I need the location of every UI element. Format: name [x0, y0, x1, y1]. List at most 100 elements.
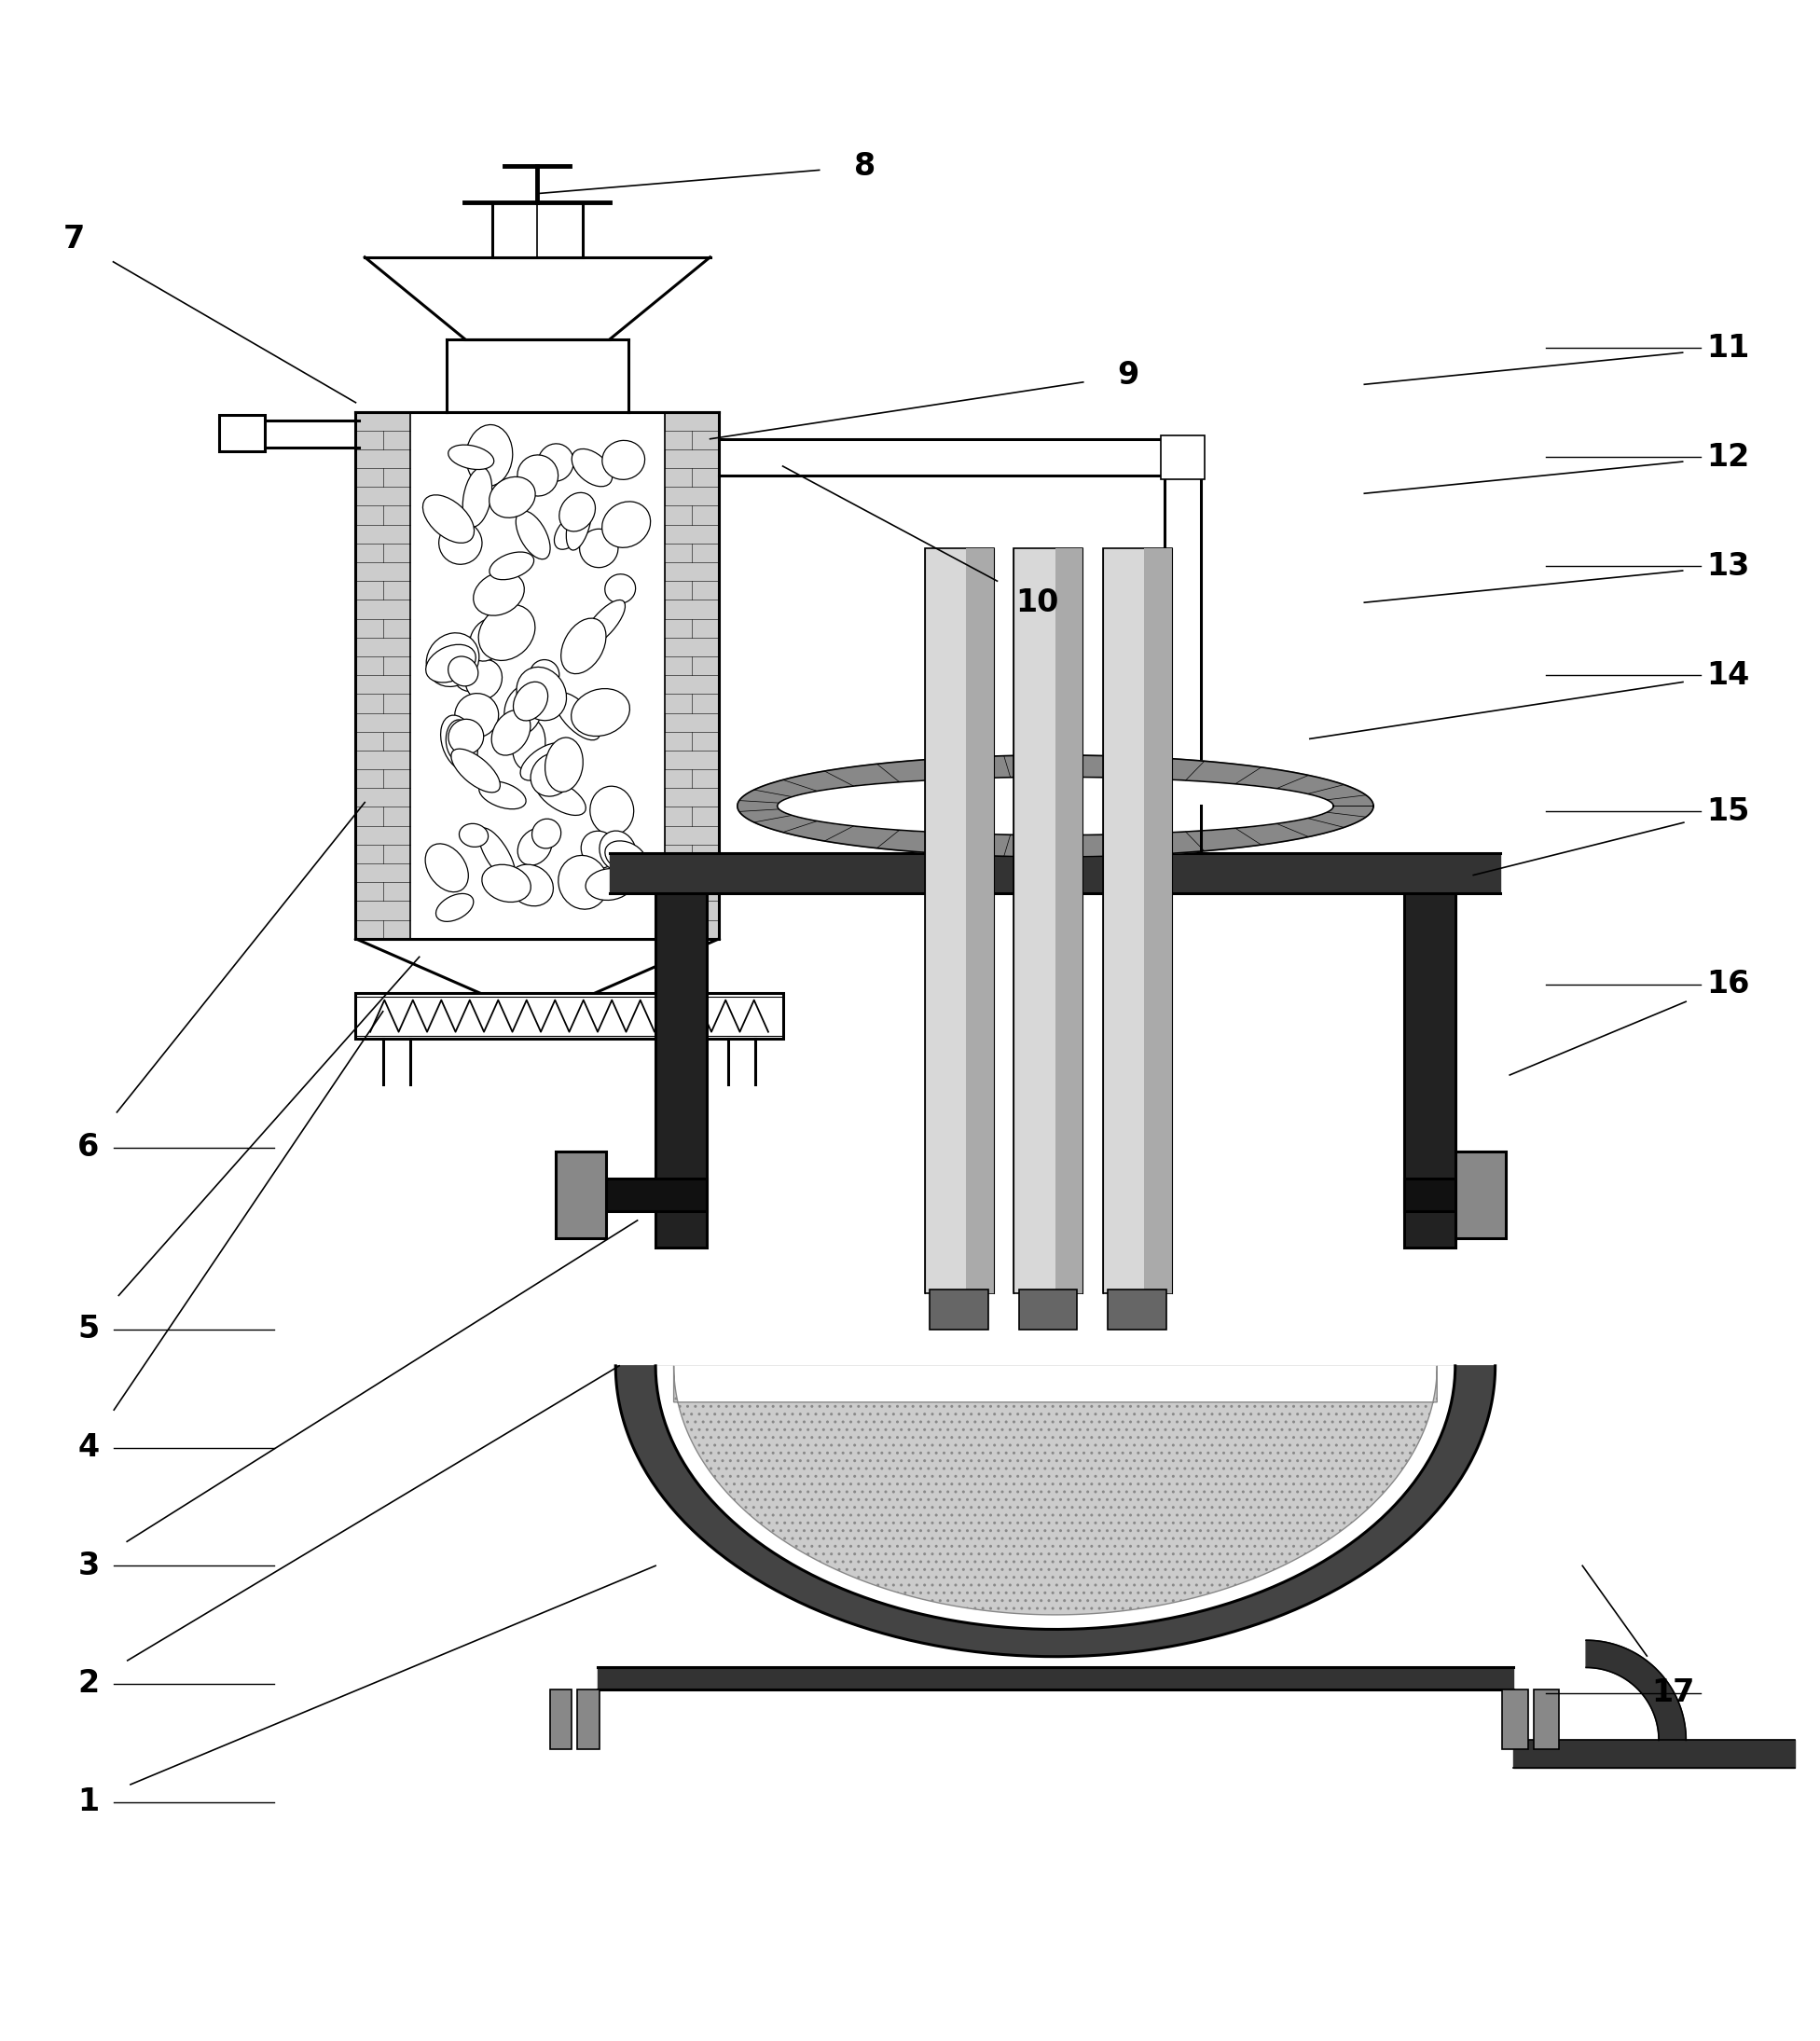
Ellipse shape — [479, 782, 526, 808]
Ellipse shape — [537, 780, 586, 814]
Ellipse shape — [490, 551, 533, 580]
Bar — [1503, 1690, 1529, 1749]
Ellipse shape — [579, 529, 619, 567]
Text: 7: 7 — [64, 225, 86, 255]
Bar — [1019, 1290, 1077, 1329]
Ellipse shape — [604, 574, 635, 604]
Ellipse shape — [437, 894, 473, 923]
Ellipse shape — [451, 749, 501, 792]
Bar — [966, 547, 994, 1294]
Polygon shape — [737, 755, 1374, 857]
Ellipse shape — [426, 843, 468, 892]
Ellipse shape — [466, 659, 502, 700]
Bar — [577, 1690, 599, 1749]
Ellipse shape — [555, 514, 586, 549]
Text: 9: 9 — [1117, 359, 1139, 390]
Ellipse shape — [599, 831, 635, 872]
Bar — [550, 1690, 571, 1749]
Ellipse shape — [521, 743, 568, 780]
Polygon shape — [1514, 1741, 1795, 1768]
Ellipse shape — [450, 637, 491, 692]
Polygon shape — [673, 1365, 1438, 1614]
Polygon shape — [610, 853, 1502, 894]
Bar — [1108, 1290, 1167, 1329]
Bar — [1456, 1151, 1507, 1239]
Ellipse shape — [426, 645, 475, 682]
Bar — [1405, 1178, 1478, 1210]
Polygon shape — [655, 1365, 1456, 1629]
Ellipse shape — [426, 633, 479, 686]
Polygon shape — [1585, 1641, 1685, 1741]
Bar — [582, 1178, 706, 1210]
Text: 8: 8 — [854, 151, 875, 182]
Ellipse shape — [508, 865, 553, 906]
Bar — [664, 412, 719, 939]
Ellipse shape — [537, 443, 573, 482]
Ellipse shape — [470, 618, 506, 661]
Ellipse shape — [515, 510, 550, 559]
Ellipse shape — [559, 492, 595, 531]
Bar — [555, 1151, 606, 1239]
Text: 3: 3 — [78, 1551, 100, 1582]
Ellipse shape — [479, 604, 535, 661]
Polygon shape — [364, 257, 710, 339]
Bar — [925, 547, 994, 1294]
Ellipse shape — [473, 571, 524, 616]
Text: 5: 5 — [78, 1314, 100, 1345]
Ellipse shape — [455, 694, 499, 737]
Text: 15: 15 — [1705, 796, 1749, 827]
Ellipse shape — [602, 502, 650, 547]
Ellipse shape — [490, 478, 535, 518]
Ellipse shape — [513, 718, 546, 769]
Ellipse shape — [604, 841, 646, 874]
Polygon shape — [615, 1365, 1496, 1657]
Polygon shape — [597, 1667, 1514, 1690]
Ellipse shape — [531, 753, 573, 796]
Bar — [491, 202, 582, 257]
Ellipse shape — [559, 855, 608, 908]
Polygon shape — [719, 439, 1201, 476]
Bar — [1014, 547, 1083, 1294]
Ellipse shape — [446, 720, 473, 761]
Text: 11: 11 — [1707, 333, 1749, 363]
Ellipse shape — [602, 441, 644, 480]
Ellipse shape — [513, 682, 548, 720]
Bar — [1161, 435, 1205, 480]
Bar — [355, 412, 409, 939]
Ellipse shape — [544, 737, 582, 792]
Bar — [355, 994, 783, 1039]
Ellipse shape — [566, 496, 592, 551]
Ellipse shape — [459, 825, 488, 847]
Ellipse shape — [581, 831, 619, 867]
Ellipse shape — [531, 818, 561, 849]
Text: 4: 4 — [78, 1433, 100, 1463]
Bar — [930, 1290, 988, 1329]
Bar — [220, 414, 266, 451]
Text: 17: 17 — [1653, 1678, 1694, 1708]
Bar — [1534, 1690, 1558, 1749]
Ellipse shape — [517, 455, 559, 496]
Bar — [655, 894, 706, 1247]
Ellipse shape — [517, 667, 566, 720]
Text: 13: 13 — [1705, 551, 1749, 582]
Text: 16: 16 — [1705, 969, 1749, 1000]
Ellipse shape — [439, 522, 482, 565]
Polygon shape — [355, 939, 719, 1002]
Ellipse shape — [586, 869, 633, 900]
Ellipse shape — [491, 710, 530, 755]
Ellipse shape — [448, 445, 493, 469]
Text: 1: 1 — [78, 1786, 100, 1816]
Ellipse shape — [462, 467, 491, 527]
Ellipse shape — [479, 829, 515, 882]
Ellipse shape — [571, 688, 630, 737]
Ellipse shape — [582, 600, 624, 647]
Bar — [1405, 894, 1456, 1247]
Bar — [1056, 547, 1083, 1294]
Ellipse shape — [561, 618, 606, 674]
Text: 10: 10 — [1016, 588, 1059, 618]
Ellipse shape — [530, 659, 559, 690]
Bar — [1145, 547, 1172, 1294]
Text: 2: 2 — [78, 1667, 100, 1700]
Ellipse shape — [555, 692, 601, 741]
Ellipse shape — [590, 786, 633, 835]
